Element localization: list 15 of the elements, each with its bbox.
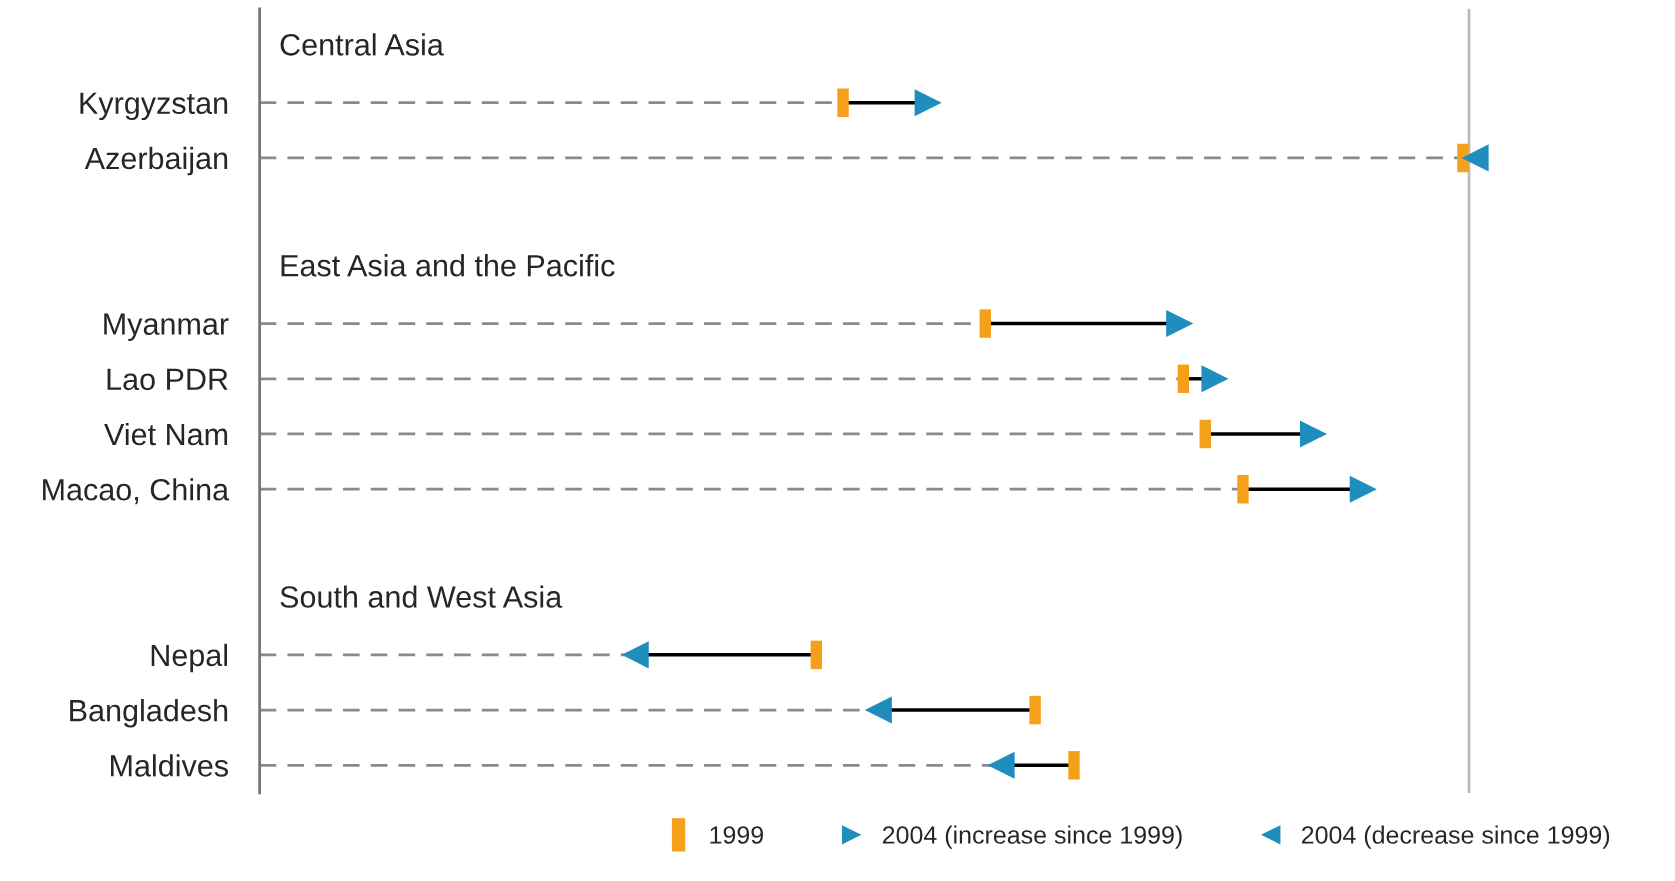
y-tick-label: Azerbaijan: [84, 146, 228, 176]
annotation: East Asia and the Pacific: [281, 254, 615, 277]
y-tick-label: Lao PDR: [107, 368, 228, 391]
legend-label: 1999: [710, 826, 763, 844]
legend-label: 2004 (increase since 1999): [882, 825, 1182, 849]
y-tick-label: Bangladesh: [70, 699, 228, 728]
y-tick-label: Viet Nam: [104, 422, 228, 446]
annotation: South and West Asia: [280, 585, 563, 608]
y-tick-label: Nepal: [151, 643, 228, 673]
y-tick-label: Kyrgyzstan: [80, 92, 228, 121]
y-tick-label: Maldives: [111, 754, 228, 777]
legend-label: 2004 (decrease since 1999): [1301, 825, 1610, 849]
y-tick-label: Macao, China: [43, 478, 230, 505]
annotation: Central Asia: [280, 33, 444, 56]
y-tick-label: Myanmar: [104, 313, 229, 341]
